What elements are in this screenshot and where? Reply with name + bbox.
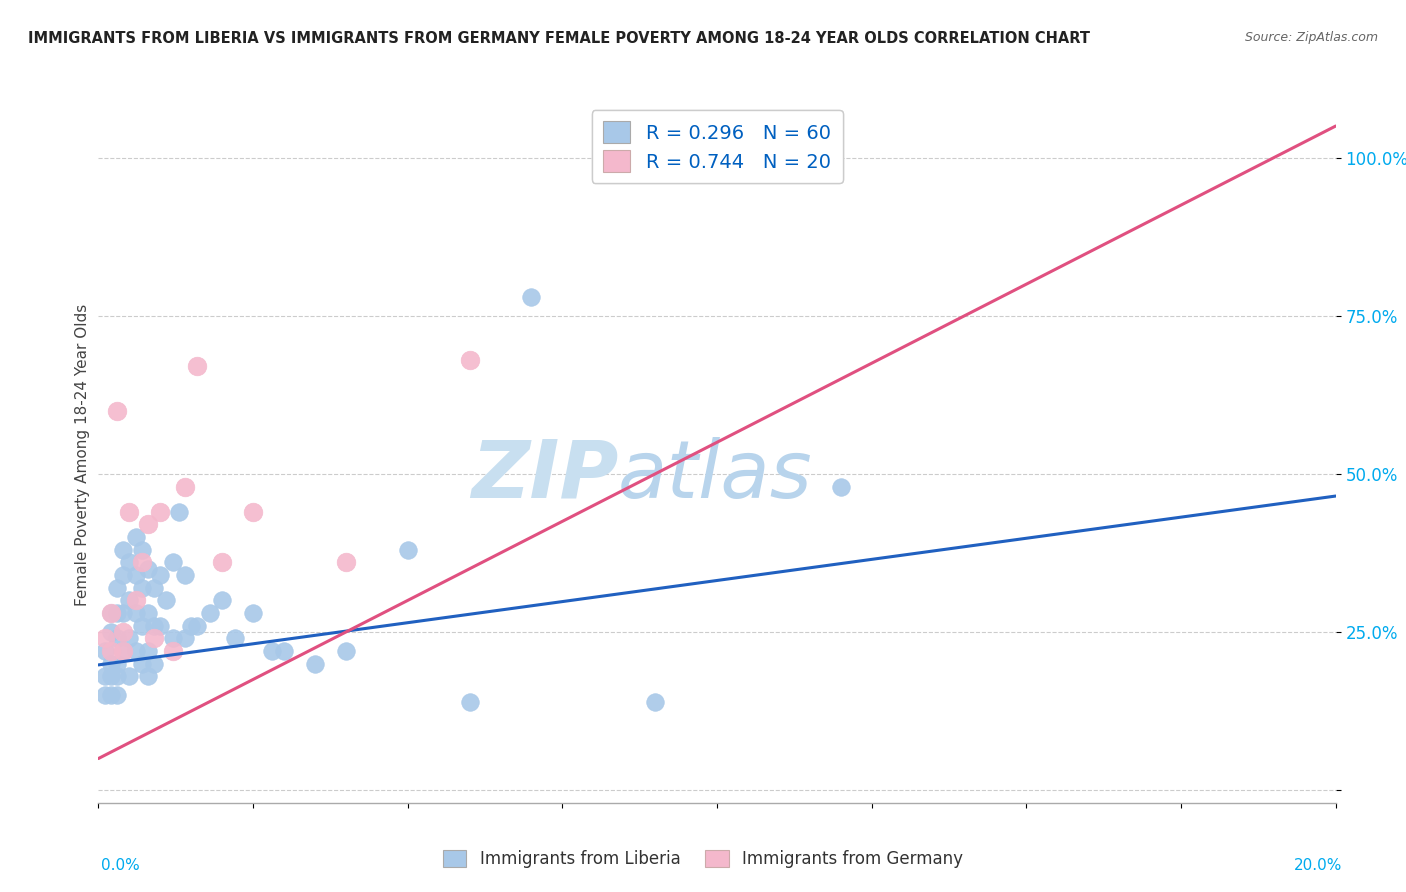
Point: [143, 581, 166, 595]
Point: [458, 353, 481, 368]
Point: [112, 606, 135, 620]
Point: [149, 568, 172, 582]
Point: [149, 618, 172, 632]
Point: [335, 556, 357, 570]
Point: [100, 688, 122, 702]
Point: [520, 290, 543, 304]
Point: [167, 505, 190, 519]
Point: [124, 593, 146, 607]
Point: [93, 669, 115, 683]
Point: [105, 581, 128, 595]
Point: [124, 606, 146, 620]
Legend: R = 0.296   N = 60, R = 0.744   N = 20: R = 0.296 N = 60, R = 0.744 N = 20: [592, 110, 842, 183]
Point: [644, 695, 666, 709]
Text: 20.0%: 20.0%: [1295, 858, 1343, 872]
Point: [112, 625, 135, 640]
Point: [174, 632, 197, 646]
Point: [131, 542, 153, 557]
Point: [131, 618, 153, 632]
Point: [335, 644, 357, 658]
Point: [830, 479, 852, 493]
Point: [396, 542, 419, 557]
Text: ZIP: ZIP: [471, 437, 619, 515]
Point: [112, 542, 135, 557]
Point: [105, 403, 128, 417]
Text: 0.0%: 0.0%: [101, 858, 141, 872]
Point: [131, 556, 153, 570]
Point: [242, 505, 264, 519]
Point: [105, 669, 128, 683]
Point: [143, 632, 166, 646]
Text: atlas: atlas: [619, 437, 813, 515]
Point: [136, 517, 159, 532]
Point: [458, 695, 481, 709]
Point: [93, 644, 115, 658]
Point: [124, 568, 146, 582]
Y-axis label: Female Poverty Among 18-24 Year Olds: Female Poverty Among 18-24 Year Olds: [75, 304, 90, 606]
Text: Source: ZipAtlas.com: Source: ZipAtlas.com: [1244, 31, 1378, 45]
Point: [131, 581, 153, 595]
Point: [112, 568, 135, 582]
Point: [174, 568, 197, 582]
Point: [100, 657, 122, 671]
Point: [124, 644, 146, 658]
Point: [198, 606, 221, 620]
Point: [136, 644, 159, 658]
Point: [105, 606, 128, 620]
Point: [162, 556, 184, 570]
Point: [112, 644, 135, 658]
Point: [273, 644, 295, 658]
Point: [100, 669, 122, 683]
Point: [136, 562, 159, 576]
Point: [143, 618, 166, 632]
Point: [100, 644, 122, 658]
Point: [118, 593, 141, 607]
Point: [304, 657, 326, 671]
Point: [118, 556, 141, 570]
Point: [118, 505, 141, 519]
Point: [136, 669, 159, 683]
Point: [174, 479, 197, 493]
Point: [186, 359, 208, 374]
Point: [105, 688, 128, 702]
Point: [644, 151, 666, 165]
Point: [93, 632, 115, 646]
Point: [93, 688, 115, 702]
Point: [211, 556, 233, 570]
Point: [100, 606, 122, 620]
Point: [118, 669, 141, 683]
Point: [260, 644, 283, 658]
Point: [131, 657, 153, 671]
Point: [100, 606, 122, 620]
Point: [100, 625, 122, 640]
Point: [112, 644, 135, 658]
Point: [124, 530, 146, 544]
Point: [105, 657, 128, 671]
Point: [211, 593, 233, 607]
Text: IMMIGRANTS FROM LIBERIA VS IMMIGRANTS FROM GERMANY FEMALE POVERTY AMONG 18-24 YE: IMMIGRANTS FROM LIBERIA VS IMMIGRANTS FR…: [28, 31, 1090, 46]
Point: [242, 606, 264, 620]
Point: [118, 632, 141, 646]
Point: [136, 606, 159, 620]
Legend: Immigrants from Liberia, Immigrants from Germany: Immigrants from Liberia, Immigrants from…: [436, 843, 970, 875]
Point: [105, 632, 128, 646]
Point: [180, 618, 202, 632]
Point: [162, 644, 184, 658]
Point: [186, 618, 208, 632]
Point: [162, 632, 184, 646]
Point: [143, 657, 166, 671]
Point: [155, 593, 177, 607]
Point: [224, 632, 246, 646]
Point: [149, 505, 172, 519]
